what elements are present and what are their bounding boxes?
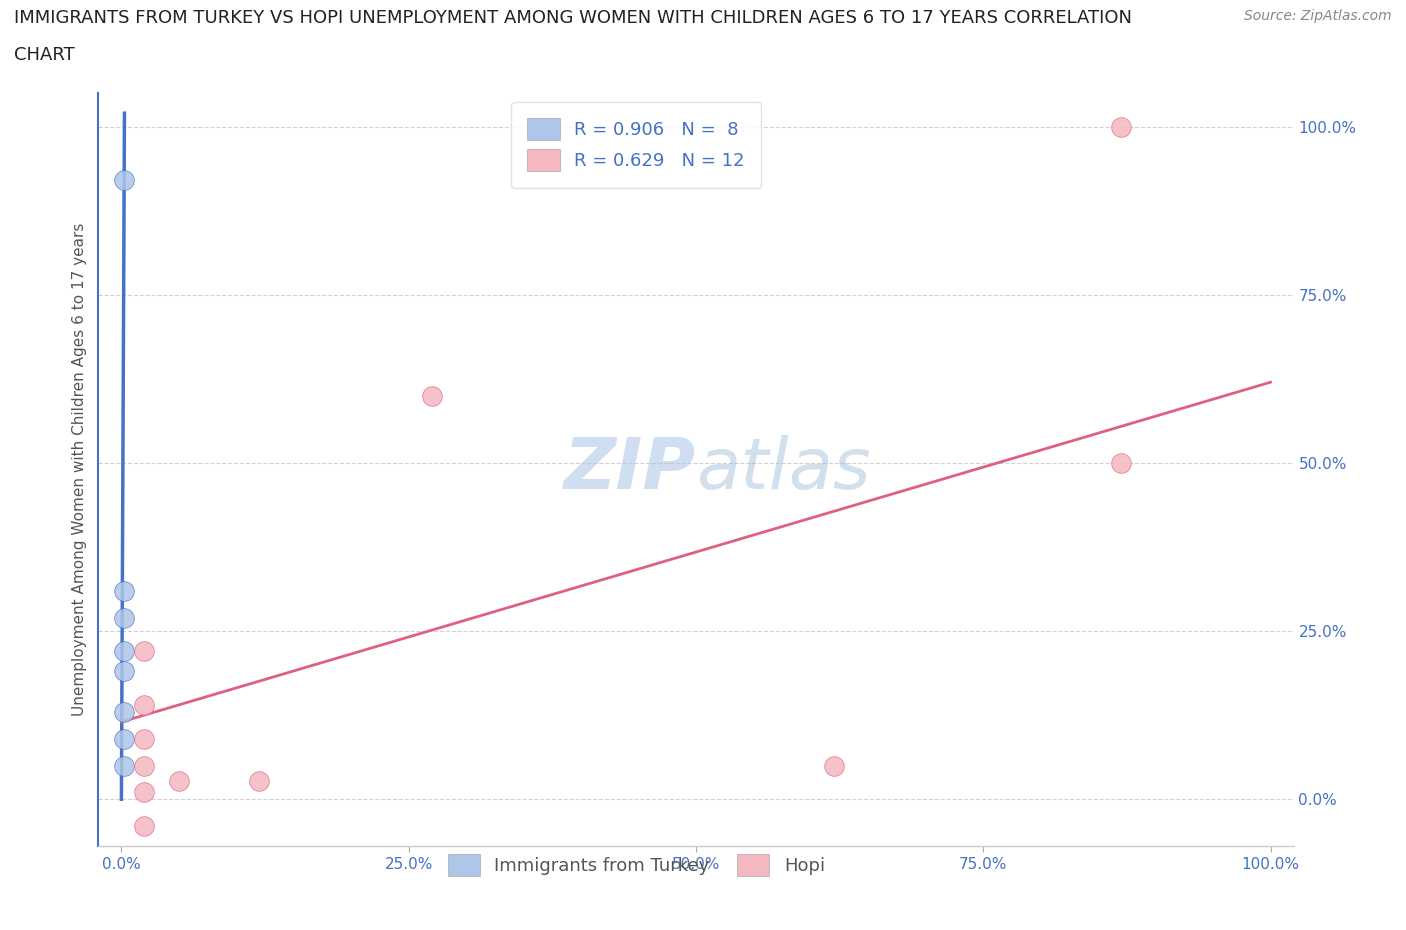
Point [823,758,845,773]
Point [1109,119,1132,134]
Y-axis label: Unemployment Among Women with Children Ages 6 to 17 years: Unemployment Among Women with Children A… [72,223,87,716]
Point [112,610,135,625]
Point [112,704,135,719]
Text: IMMIGRANTS FROM TURKEY VS HOPI UNEMPLOYMENT AMONG WOMEN WITH CHILDREN AGES 6 TO : IMMIGRANTS FROM TURKEY VS HOPI UNEMPLOYM… [14,9,1132,27]
Point [134,785,156,800]
Point [134,818,156,833]
Text: Source: ZipAtlas.com: Source: ZipAtlas.com [1244,9,1392,23]
Point [112,664,135,679]
Point [112,583,135,598]
Point [134,731,156,746]
Point [1109,456,1132,471]
Point [134,644,156,658]
Text: ZIP: ZIP [564,435,696,504]
Legend: Immigrants from Turkey, Hopi: Immigrants from Turkey, Hopi [433,839,839,890]
Point [112,731,135,746]
Point [112,758,135,773]
Point [134,698,156,712]
Point [112,644,135,658]
Point [420,388,443,403]
Point [167,774,190,789]
Point [112,173,135,188]
Text: atlas: atlas [696,435,870,504]
Point [247,774,270,789]
Point [134,758,156,773]
Text: CHART: CHART [14,46,75,64]
